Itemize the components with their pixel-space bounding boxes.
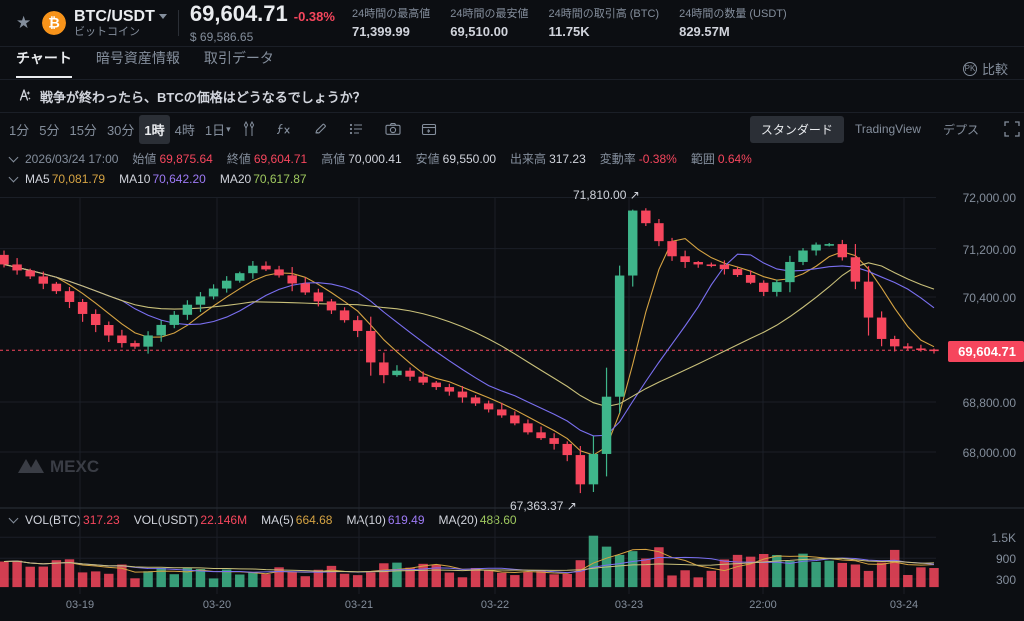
svg-text:₿: ₿ <box>48 16 60 32</box>
svg-text:MEXC: MEXC <box>50 457 99 476</box>
